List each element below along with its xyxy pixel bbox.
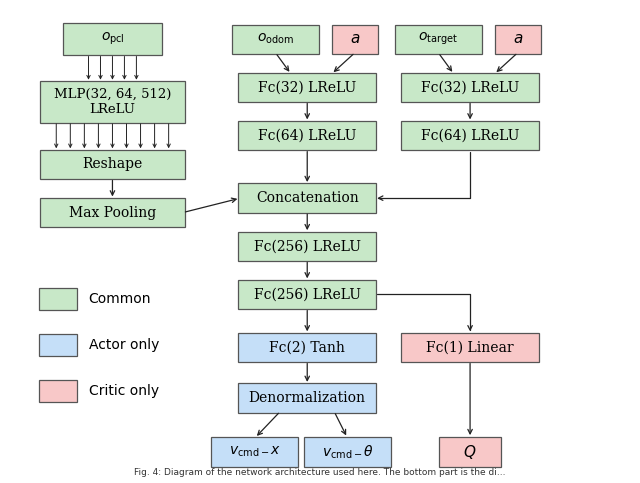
Text: $v_\mathrm{cmd-}\theta$: $v_\mathrm{cmd-}\theta$ [322, 443, 373, 461]
FancyBboxPatch shape [238, 280, 376, 309]
Text: Fc(1) Linear: Fc(1) Linear [426, 341, 514, 355]
FancyBboxPatch shape [238, 121, 376, 150]
FancyBboxPatch shape [238, 333, 376, 362]
Text: Fig. 4: Diagram of the network architecture used here. The bottom part is the di: Fig. 4: Diagram of the network architect… [134, 468, 506, 477]
Text: Denormalization: Denormalization [249, 391, 365, 405]
FancyBboxPatch shape [39, 334, 77, 356]
FancyBboxPatch shape [40, 150, 184, 179]
Text: Max Pooling: Max Pooling [69, 206, 156, 220]
FancyBboxPatch shape [238, 184, 376, 213]
Text: Concatenation: Concatenation [256, 191, 358, 205]
Text: Fc(256) LReLU: Fc(256) LReLU [253, 287, 361, 301]
Text: Fc(32) LReLU: Fc(32) LReLU [421, 80, 519, 94]
Text: Actor only: Actor only [88, 338, 159, 352]
FancyBboxPatch shape [304, 437, 391, 468]
Text: $v_\mathrm{cmd-}x$: $v_\mathrm{cmd-}x$ [229, 445, 281, 459]
FancyBboxPatch shape [401, 73, 539, 102]
Text: $a$: $a$ [350, 32, 360, 46]
FancyBboxPatch shape [238, 232, 376, 261]
Text: $Q$: $Q$ [463, 443, 477, 461]
Text: MLP(32, 64, 512)
LReLU: MLP(32, 64, 512) LReLU [54, 88, 171, 116]
Text: $o_\mathrm{odom}$: $o_\mathrm{odom}$ [257, 32, 294, 46]
FancyBboxPatch shape [332, 25, 378, 54]
FancyBboxPatch shape [232, 25, 319, 54]
FancyBboxPatch shape [238, 384, 376, 412]
FancyBboxPatch shape [39, 380, 77, 402]
Text: Fc(64) LReLU: Fc(64) LReLU [421, 128, 519, 142]
FancyBboxPatch shape [440, 437, 500, 468]
FancyBboxPatch shape [395, 25, 481, 54]
Text: Fc(256) LReLU: Fc(256) LReLU [253, 239, 361, 253]
Text: Common: Common [88, 292, 151, 306]
FancyBboxPatch shape [40, 81, 184, 123]
FancyBboxPatch shape [401, 121, 539, 150]
FancyBboxPatch shape [401, 333, 539, 362]
FancyBboxPatch shape [211, 437, 298, 468]
Text: Reshape: Reshape [83, 157, 143, 171]
Text: Fc(64) LReLU: Fc(64) LReLU [258, 128, 356, 142]
FancyBboxPatch shape [63, 23, 163, 55]
FancyBboxPatch shape [39, 288, 77, 311]
FancyBboxPatch shape [495, 25, 541, 54]
FancyBboxPatch shape [40, 198, 184, 227]
FancyBboxPatch shape [238, 73, 376, 102]
Text: Fc(32) LReLU: Fc(32) LReLU [258, 80, 356, 94]
Text: $o_\mathrm{pcl}$: $o_\mathrm{pcl}$ [100, 31, 124, 47]
Text: $a$: $a$ [513, 32, 523, 46]
Text: Fc(2) Tanh: Fc(2) Tanh [269, 341, 345, 355]
Text: $o_\mathrm{target}$: $o_\mathrm{target}$ [418, 31, 458, 47]
Text: Critic only: Critic only [88, 384, 159, 398]
